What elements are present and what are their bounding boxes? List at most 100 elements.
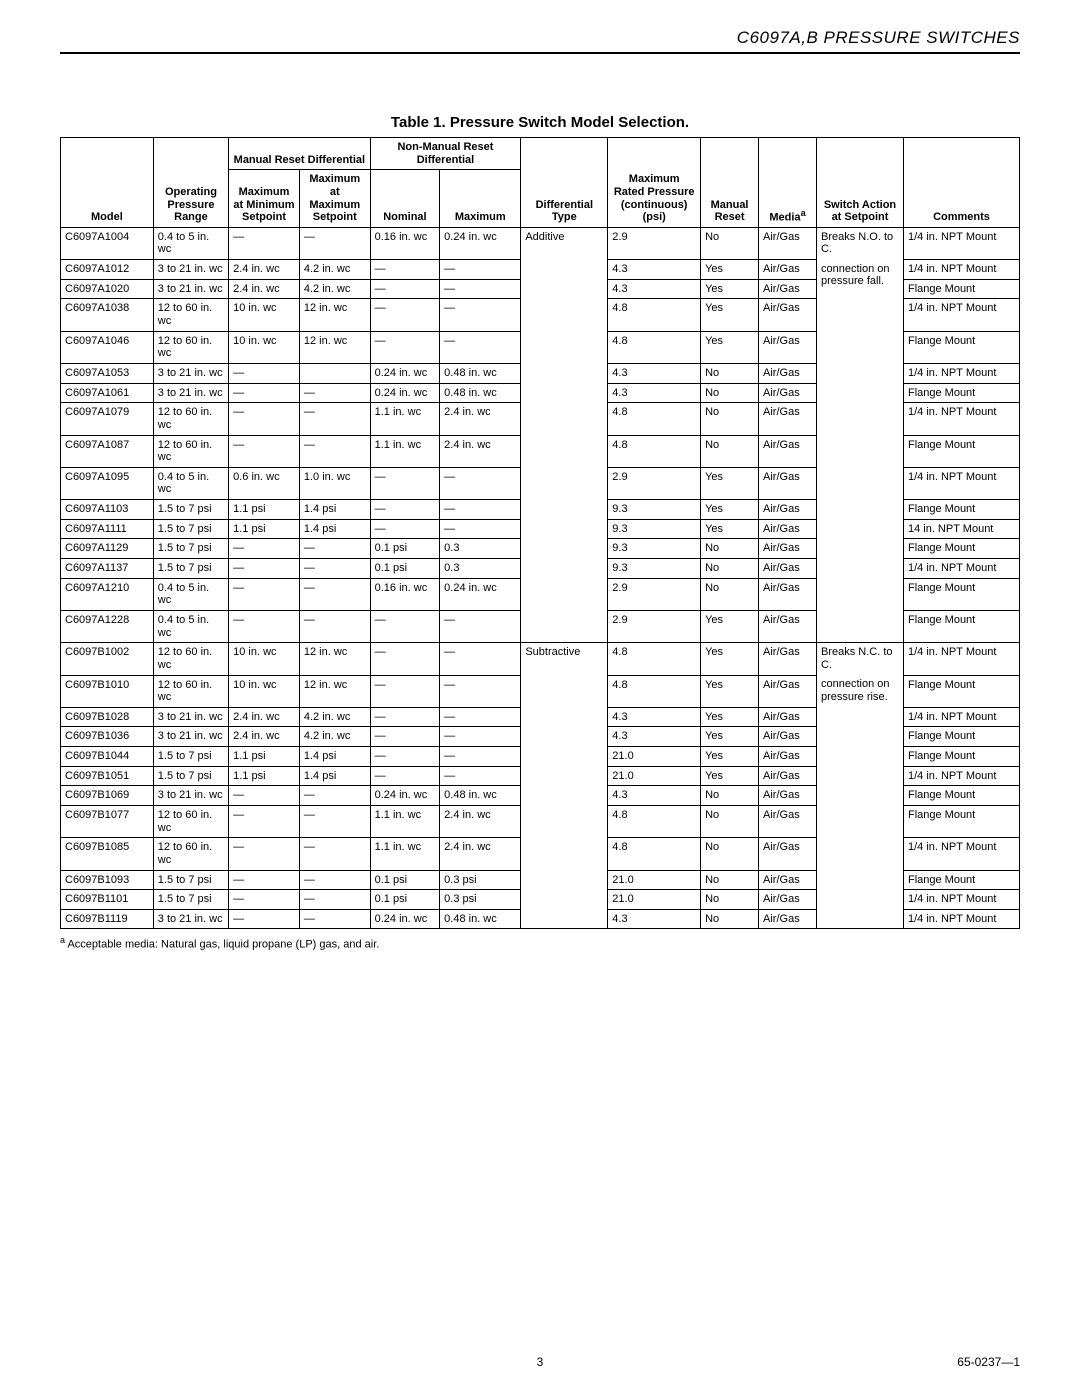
- cell-comm: 1/4 in. NPT Mount: [903, 403, 1019, 435]
- cell-media: Air/Gas: [759, 727, 817, 747]
- cell-mrmax: 1.4 psi: [299, 519, 370, 539]
- cell-difftype: Subtractive: [521, 643, 608, 929]
- cell-media: Air/Gas: [759, 805, 817, 837]
- cell-psi: 4.3: [608, 260, 701, 280]
- cell-psi: 9.3: [608, 559, 701, 579]
- cell-psi: 21.0: [608, 890, 701, 910]
- page-number: 3: [60, 1355, 1020, 1369]
- cell-mrmin: 10 in. wc: [229, 331, 300, 363]
- cell-switch: connection on pressure rise.: [817, 675, 904, 929]
- cell-mrmax: —: [299, 403, 370, 435]
- table-row: C6097A10040.4 to 5 in. wc——0.16 in. wc0.…: [61, 227, 1020, 259]
- cell-model: C6097A1137: [61, 559, 154, 579]
- table-title: Table 1. Pressure Switch Model Selection…: [60, 114, 1020, 131]
- cell-range: 3 to 21 in. wc: [153, 279, 228, 299]
- cell-comm: Flange Mount: [903, 805, 1019, 837]
- col-model: Model: [61, 138, 154, 228]
- cell-mreset: No: [701, 805, 759, 837]
- cell-range: 3 to 21 in. wc: [153, 383, 228, 403]
- cell-model: C6097B1101: [61, 890, 154, 910]
- cell-comm: 1/4 in. NPT Mount: [903, 643, 1019, 675]
- cell-media: Air/Gas: [759, 559, 817, 579]
- table-body: C6097A10040.4 to 5 in. wc——0.16 in. wc0.…: [61, 227, 1020, 929]
- cell-comm: Flange Mount: [903, 435, 1019, 467]
- table-head: Model Operating Pressure Range Manual Re…: [61, 138, 1020, 228]
- cell-media: Air/Gas: [759, 870, 817, 890]
- doc-number: 65-0237—1: [957, 1355, 1020, 1369]
- cell-mrmax: 4.2 in. wc: [299, 279, 370, 299]
- cell-mrmax: 1.4 psi: [299, 500, 370, 520]
- cell-range: 12 to 60 in. wc: [153, 435, 228, 467]
- cell-model: C6097A1129: [61, 539, 154, 559]
- cell-nnom: 1.1 in. wc: [370, 805, 440, 837]
- col-nm-max: Maximum: [440, 170, 521, 228]
- cell-nmax: 0.3: [440, 559, 521, 579]
- cell-model: C6097B1085: [61, 838, 154, 870]
- cell-mreset: No: [701, 363, 759, 383]
- cell-range: 0.4 to 5 in. wc: [153, 578, 228, 610]
- cell-mrmax: —: [299, 539, 370, 559]
- cell-nmax: 0.3 psi: [440, 870, 521, 890]
- cell-psi: 9.3: [608, 500, 701, 520]
- cell-mreset: No: [701, 870, 759, 890]
- cell-nmax: —: [440, 331, 521, 363]
- cell-model: C6097B1119: [61, 909, 154, 929]
- cell-nmax: 2.4 in. wc: [440, 805, 521, 837]
- cell-mrmax: 1.4 psi: [299, 747, 370, 767]
- cell-nnom: —: [370, 766, 440, 786]
- cell-psi: 4.8: [608, 805, 701, 837]
- cell-mrmin: —: [229, 890, 300, 910]
- cell-mrmax: —: [299, 383, 370, 403]
- cell-media: Air/Gas: [759, 766, 817, 786]
- cell-comm: Flange Mount: [903, 747, 1019, 767]
- cell-mrmin: 1.1 psi: [229, 519, 300, 539]
- cell-mrmax: —: [299, 227, 370, 259]
- cell-nmax: 2.4 in. wc: [440, 403, 521, 435]
- cell-nnom: 0.24 in. wc: [370, 909, 440, 929]
- cell-nnom: —: [370, 675, 440, 707]
- cell-psi: 2.9: [608, 578, 701, 610]
- cell-psi: 4.3: [608, 383, 701, 403]
- cell-mreset: Yes: [701, 260, 759, 280]
- table-row: C6097B100212 to 60 in. wc10 in. wc12 in.…: [61, 643, 1020, 675]
- cell-media: Air/Gas: [759, 260, 817, 280]
- cell-comm: Flange Mount: [903, 610, 1019, 642]
- cell-mreset: No: [701, 578, 759, 610]
- cell-media: Air/Gas: [759, 610, 817, 642]
- cell-mreset: Yes: [701, 766, 759, 786]
- cell-mreset: Yes: [701, 747, 759, 767]
- cell-range: 3 to 21 in. wc: [153, 727, 228, 747]
- cell-mreset: Yes: [701, 331, 759, 363]
- cell-nnom: —: [370, 260, 440, 280]
- cell-model: C6097A1210: [61, 578, 154, 610]
- cell-nmax: —: [440, 500, 521, 520]
- cell-media: Air/Gas: [759, 539, 817, 559]
- cell-psi: 4.3: [608, 707, 701, 727]
- cell-media: Air/Gas: [759, 675, 817, 707]
- cell-model: C6097A1079: [61, 403, 154, 435]
- cell-comm: Flange Mount: [903, 331, 1019, 363]
- cell-mrmax: —: [299, 578, 370, 610]
- col-nm-group: Non-Manual Reset Differential: [370, 138, 521, 170]
- cell-range: 1.5 to 7 psi: [153, 559, 228, 579]
- cell-mrmin: 0.6 in. wc: [229, 467, 300, 499]
- cell-nnom: 0.16 in. wc: [370, 578, 440, 610]
- cell-mreset: No: [701, 909, 759, 929]
- cell-range: 3 to 21 in. wc: [153, 707, 228, 727]
- cell-switch: Breaks N.C. to C.: [817, 643, 904, 675]
- cell-nmax: —: [440, 519, 521, 539]
- cell-psi: 4.3: [608, 727, 701, 747]
- cell-psi: 4.8: [608, 299, 701, 331]
- col-range: Operating Pressure Range: [153, 138, 228, 228]
- cell-comm: 1/4 in. NPT Mount: [903, 766, 1019, 786]
- col-psi: Maximum Rated Pressure (continuous) (psi…: [608, 138, 701, 228]
- col-mr-group: Manual Reset Differential: [229, 138, 370, 170]
- cell-nnom: —: [370, 299, 440, 331]
- cell-range: 1.5 to 7 psi: [153, 890, 228, 910]
- cell-nmax: —: [440, 299, 521, 331]
- cell-range: 12 to 60 in. wc: [153, 805, 228, 837]
- cell-psi: 21.0: [608, 747, 701, 767]
- cell-nnom: 0.16 in. wc: [370, 227, 440, 259]
- cell-media: Air/Gas: [759, 435, 817, 467]
- cell-psi: 4.8: [608, 331, 701, 363]
